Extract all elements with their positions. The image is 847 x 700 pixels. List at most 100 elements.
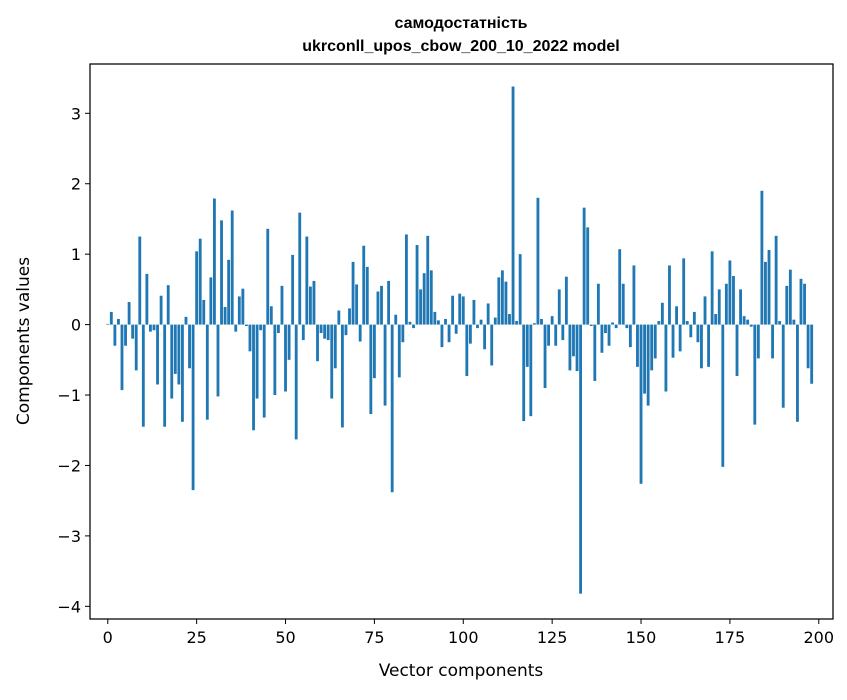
bar-component-59 bbox=[316, 324, 319, 362]
bar-component-130 bbox=[568, 324, 572, 371]
y-axis-ticks: −4 −3 −2 −1 0 1 2 3 bbox=[57, 104, 90, 616]
bar-component-149 bbox=[636, 324, 639, 367]
bar-component-128 bbox=[561, 324, 565, 341]
bar-component-84 bbox=[404, 234, 408, 325]
bar-component-100 bbox=[461, 296, 465, 325]
bar-component-91 bbox=[429, 270, 433, 325]
bar-component-67 bbox=[344, 324, 348, 336]
bar-component-62 bbox=[326, 324, 330, 341]
bar-component-186 bbox=[767, 249, 771, 325]
bar-component-114 bbox=[511, 86, 515, 325]
bar-component-77 bbox=[380, 285, 383, 325]
bar-component-116 bbox=[518, 254, 522, 325]
bar-component-85 bbox=[408, 321, 412, 325]
bar-component-18 bbox=[170, 324, 174, 399]
bar-component-187 bbox=[771, 324, 774, 359]
bar-component-8 bbox=[134, 324, 138, 371]
bar-component-76 bbox=[376, 291, 380, 325]
bar-component-24 bbox=[191, 324, 195, 491]
bar-component-52 bbox=[291, 254, 295, 325]
x-axis-ticks: 0 25 50 75 100 125 150 175 200 bbox=[103, 619, 834, 647]
bar-component-106 bbox=[483, 324, 487, 350]
bar-component-11 bbox=[145, 273, 149, 325]
bar-component-120 bbox=[532, 323, 536, 325]
chart-subtitle: ukrconll_upos_cbow_200_10_2022 model bbox=[302, 38, 619, 55]
bar-component-70 bbox=[355, 284, 359, 325]
bar-component-49 bbox=[280, 285, 284, 325]
bar-component-95 bbox=[444, 318, 447, 325]
bar-component-119 bbox=[529, 324, 533, 417]
bar-component-140 bbox=[604, 324, 607, 334]
bar-component-3 bbox=[117, 318, 120, 325]
bar-component-135 bbox=[586, 227, 590, 325]
bar-component-123 bbox=[543, 324, 547, 388]
bar-component-42 bbox=[255, 324, 259, 399]
bar-component-57 bbox=[308, 286, 312, 325]
bar-component-198 bbox=[810, 324, 814, 384]
bar-component-137 bbox=[593, 324, 597, 381]
bar-component-47 bbox=[273, 324, 277, 396]
bar-component-163 bbox=[685, 321, 689, 325]
bar-component-73 bbox=[365, 266, 369, 325]
bar-component-173 bbox=[721, 324, 725, 467]
bar-component-23 bbox=[188, 324, 191, 369]
bar-component-181 bbox=[749, 324, 753, 327]
bar-component-7 bbox=[131, 324, 135, 339]
bar-component-92 bbox=[433, 311, 437, 325]
bar-component-65 bbox=[337, 310, 341, 325]
bar-component-180 bbox=[746, 319, 750, 325]
bar-component-90 bbox=[426, 235, 430, 325]
bar-component-117 bbox=[522, 324, 526, 422]
bar-component-136 bbox=[589, 324, 593, 327]
bar-component-165 bbox=[692, 311, 696, 325]
bar-component-188 bbox=[774, 235, 778, 325]
bar-component-68 bbox=[348, 308, 351, 325]
bar-component-148 bbox=[632, 265, 636, 325]
bar-component-14 bbox=[156, 324, 159, 385]
bar-component-34 bbox=[227, 259, 231, 325]
y-axis-label: Components values bbox=[14, 257, 34, 425]
x-tick-label: 25 bbox=[186, 628, 206, 647]
bar-component-178 bbox=[739, 289, 742, 325]
bar-component-29 bbox=[209, 277, 213, 325]
bar-component-54 bbox=[298, 212, 302, 325]
bar-component-124 bbox=[547, 324, 551, 346]
bar-component-72 bbox=[362, 245, 366, 325]
y-tick-label: −4 bbox=[57, 597, 81, 616]
bar-component-35 bbox=[230, 210, 234, 325]
x-tick-label: 200 bbox=[804, 628, 835, 647]
bar-component-4 bbox=[120, 324, 124, 391]
bar-component-147 bbox=[628, 324, 632, 348]
bar-component-112 bbox=[504, 281, 508, 325]
bar-component-82 bbox=[397, 324, 401, 378]
bar-component-152 bbox=[646, 324, 650, 406]
bar-component-158 bbox=[668, 265, 671, 325]
bar-component-83 bbox=[401, 324, 405, 343]
bar-component-157 bbox=[664, 324, 668, 392]
bar-component-17 bbox=[166, 285, 170, 325]
bar-component-2 bbox=[113, 324, 117, 346]
bar-component-166 bbox=[696, 324, 700, 343]
bar-component-183 bbox=[756, 324, 760, 359]
bar-component-55 bbox=[301, 324, 305, 341]
bar-component-53 bbox=[294, 324, 298, 440]
bar-component-171 bbox=[714, 314, 718, 325]
bar-component-10 bbox=[141, 324, 145, 427]
bar-component-153 bbox=[650, 324, 654, 371]
bar-component-176 bbox=[732, 276, 735, 325]
bar-component-20 bbox=[177, 324, 181, 385]
y-tick-label: 2 bbox=[71, 175, 81, 194]
bar-component-21 bbox=[181, 324, 184, 422]
bar-component-156 bbox=[660, 302, 664, 325]
bar-component-63 bbox=[330, 324, 334, 399]
bar-component-66 bbox=[340, 324, 344, 428]
bar-component-159 bbox=[671, 324, 675, 358]
bar-component-12 bbox=[149, 324, 152, 332]
bar-component-41 bbox=[252, 324, 255, 431]
bar-component-175 bbox=[728, 260, 732, 325]
bar-component-196 bbox=[803, 283, 806, 325]
bar-component-44 bbox=[262, 324, 266, 418]
bar-component-37 bbox=[237, 296, 241, 325]
